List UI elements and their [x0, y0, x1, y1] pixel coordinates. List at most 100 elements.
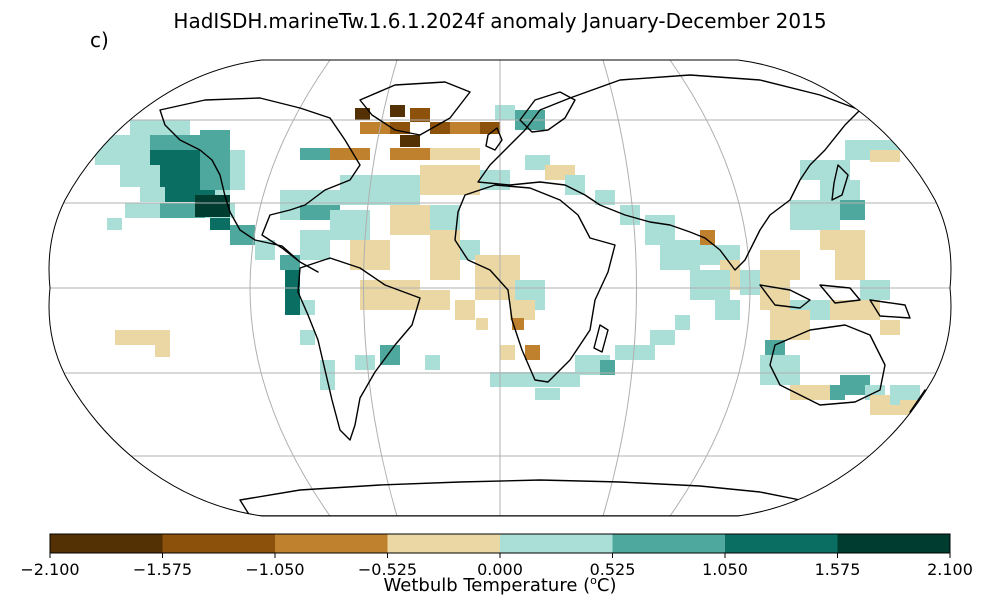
anomaly-cell: [230, 225, 255, 245]
anomaly-cell: [600, 360, 615, 375]
anomaly-cell: [770, 310, 810, 340]
anomaly-cell: [490, 372, 540, 387]
anomaly-cell: [300, 330, 315, 345]
anomaly-cell: [420, 290, 450, 310]
anomaly-cell: [360, 122, 390, 134]
colorbar-tick-label: −2.100: [20, 560, 79, 579]
colorbar-tick-label: −1.575: [133, 560, 192, 579]
anomaly-cell: [280, 255, 300, 270]
anomaly-cell: [155, 345, 170, 357]
colorbar-label: Wetbulb Temperature (oC): [383, 574, 617, 596]
anomaly-cell: [820, 180, 860, 200]
anomaly-cell: [150, 135, 210, 150]
anomaly-cell: [870, 150, 900, 162]
colorbar-segment: [275, 534, 388, 553]
anomaly-cell: [425, 355, 440, 370]
colorbar-segment: [387, 534, 501, 553]
anomaly-cell: [840, 375, 870, 395]
anomaly-cell: [500, 345, 515, 360]
anomaly-cells: [95, 105, 920, 415]
anomaly-cell: [340, 175, 420, 205]
anomaly-cell: [430, 148, 480, 160]
anomaly-cell: [510, 300, 535, 320]
colorbar-tick-label: 2.100: [927, 560, 973, 579]
anomaly-cell: [400, 135, 420, 147]
panel-label: c): [90, 28, 109, 52]
colorbar-segment: [612, 534, 726, 553]
anomaly-cell: [480, 122, 500, 134]
colorbar-tick-label: −1.050: [245, 560, 304, 579]
anomaly-cell: [476, 318, 488, 330]
coastlines: [159, 74, 936, 516]
anomaly-cell: [535, 388, 560, 400]
anomaly-cell: [285, 270, 300, 315]
anomaly-cell: [700, 230, 715, 245]
anomaly-cell: [420, 165, 480, 195]
anomaly-cell: [320, 360, 335, 390]
anomaly-cell: [650, 330, 675, 345]
anomaly-cell: [450, 122, 480, 134]
anomaly-cell: [230, 150, 245, 190]
anomaly-cell: [790, 200, 840, 230]
anomaly-cell: [760, 250, 800, 280]
anomaly-cell: [540, 372, 580, 387]
colorbar: −2.100 −1.575 −1.050 −0.525 0.000 0.525 1.050 1…: [20, 533, 973, 579]
anomaly-cell: [130, 120, 190, 135]
anomaly-cell: [200, 130, 230, 190]
map-title: HadISDH.marineTw.1.6.1.2024f anomaly Jan…: [173, 9, 827, 33]
anomaly-cell: [675, 315, 690, 330]
anomaly-cell: [595, 190, 615, 205]
globe-outline: [48, 59, 952, 517]
anomaly-cell: [390, 205, 430, 235]
anomaly-cell: [255, 240, 275, 260]
anomaly-cell: [390, 148, 430, 160]
anomaly-cell: [860, 280, 890, 300]
colorbar-segment: [162, 534, 276, 553]
colorbar-segment: [725, 534, 838, 553]
colorbar-segment: [837, 534, 951, 553]
anomaly-cell: [410, 108, 430, 122]
anomaly-cell: [115, 330, 170, 345]
anomaly-cell: [330, 210, 370, 240]
colorbar-tick-label: 1.050: [702, 560, 748, 579]
anomaly-cell: [195, 195, 230, 217]
anomaly-cell: [615, 345, 655, 360]
graticule: [49, 60, 951, 516]
colorbar-tick-label: 0.525: [590, 560, 636, 579]
anomaly-cell: [390, 122, 410, 134]
anomaly-cell: [565, 175, 585, 195]
anomaly-cell: [355, 355, 375, 370]
anomaly-cell: [880, 320, 900, 335]
anomaly-cell: [300, 230, 330, 260]
anomaly-cell: [355, 108, 370, 120]
anomaly-cell: [620, 205, 640, 225]
anomaly-cell: [350, 240, 390, 270]
colorbar-segment: [50, 534, 163, 553]
anomaly-cell: [760, 355, 800, 385]
anomaly-cell: [300, 148, 330, 160]
anomaly-cell: [790, 385, 830, 400]
anomaly-cell: [840, 200, 865, 220]
anomaly-cell: [160, 203, 205, 218]
colorbar-segment: [500, 534, 613, 553]
anomaly-cell: [455, 300, 475, 320]
colorbar-tick-label: 1.575: [815, 560, 861, 579]
anomaly-cell: [835, 250, 865, 280]
colorbar-tick-label: 0.000: [477, 560, 523, 579]
anomaly-cell: [820, 230, 865, 250]
anomaly-cell: [430, 122, 450, 134]
anomaly-cell: [715, 300, 740, 320]
anomaly-cell: [660, 240, 700, 270]
anomaly-cell: [330, 148, 370, 160]
colorbar-tick-label: −0.525: [358, 560, 417, 579]
anomaly-cell: [690, 270, 730, 300]
anomaly-cell: [495, 105, 515, 120]
anomaly-cell: [380, 345, 400, 365]
anomaly-cell: [525, 155, 550, 170]
anomaly-cell: [107, 218, 122, 230]
anomaly-cell: [210, 218, 230, 230]
anomaly-cell: [525, 345, 540, 360]
anomaly-cell: [830, 300, 880, 320]
anomaly-cell: [390, 105, 405, 117]
